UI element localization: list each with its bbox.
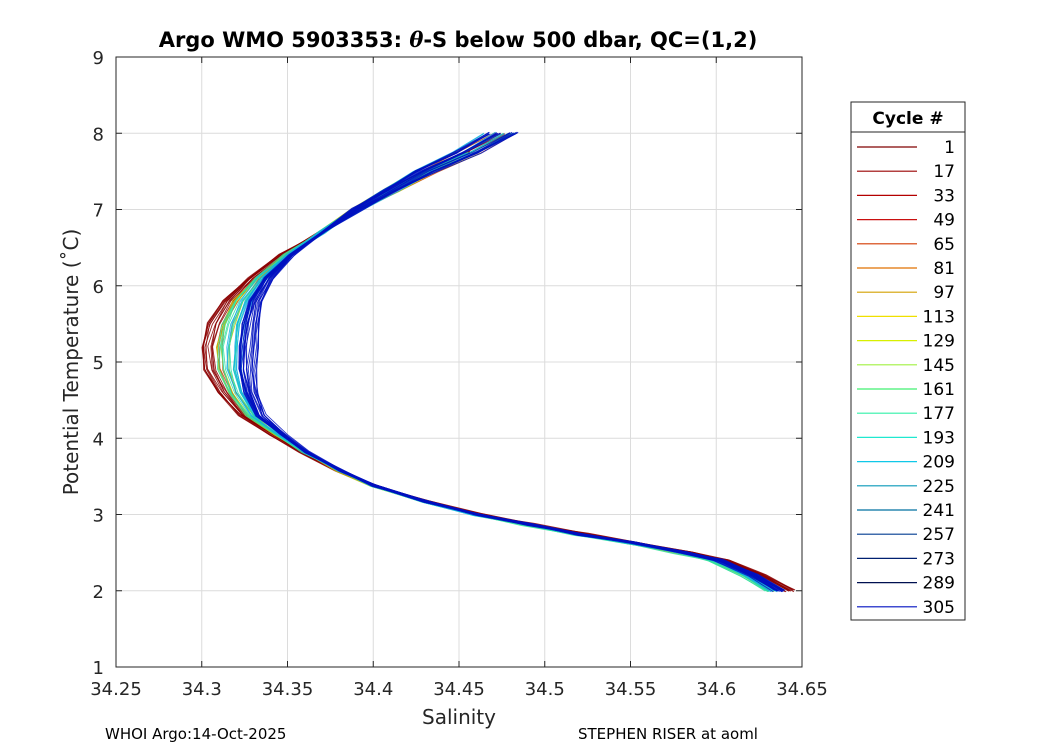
y-axis-label: Potential Temperature (˚C) bbox=[59, 229, 83, 496]
x-axis-label: Salinity bbox=[422, 705, 496, 729]
chart-title-theta: θ bbox=[409, 27, 423, 52]
x-tick-label: 34.25 bbox=[90, 679, 142, 700]
footer-left: WHOI Argo:14-Oct-2025 bbox=[105, 725, 287, 743]
x-tick-label: 34.5 bbox=[525, 679, 565, 700]
legend-entry-label: 273 bbox=[923, 549, 955, 569]
profile-line bbox=[221, 132, 776, 591]
x-tick-label: 34.35 bbox=[262, 679, 314, 700]
profile-line bbox=[239, 151, 780, 592]
profile-line bbox=[238, 133, 785, 591]
profile-line bbox=[229, 151, 768, 592]
legend-entry-label: 177 bbox=[923, 404, 955, 424]
legend-entry-label: 161 bbox=[923, 380, 955, 400]
x-tick-label: 34.6 bbox=[696, 679, 736, 700]
legend-entry-label: 113 bbox=[923, 307, 955, 327]
legend-entry-label: 257 bbox=[923, 525, 955, 545]
chart-title: Argo WMO 5903353: θ-S below 500 dbar, QC… bbox=[159, 27, 758, 52]
profile-lines bbox=[201, 131, 796, 593]
legend-entry-label: 209 bbox=[923, 453, 955, 473]
profile-line bbox=[203, 151, 789, 592]
legend-entry-label: 33 bbox=[933, 186, 955, 206]
profile-line bbox=[216, 152, 769, 592]
profile-line bbox=[218, 151, 776, 592]
legend-entry-label: 145 bbox=[923, 356, 955, 376]
legend-entry-label: 65 bbox=[933, 235, 955, 255]
legend-entry-label: 289 bbox=[923, 574, 955, 594]
chart-title-part-1: Argo WMO 5903353: bbox=[159, 28, 410, 52]
profile-line bbox=[245, 132, 785, 591]
profile-line bbox=[212, 150, 789, 591]
y-tick-label: 8 bbox=[93, 124, 104, 145]
profile-line bbox=[249, 152, 782, 591]
x-tick-label: 34.4 bbox=[353, 679, 393, 700]
profile-line bbox=[217, 151, 769, 591]
x-tick-label: 34.3 bbox=[182, 679, 222, 700]
legend-entry-label: 193 bbox=[923, 428, 955, 448]
legend-entry-label: 129 bbox=[923, 332, 955, 352]
x-tick-label: 34.45 bbox=[433, 679, 485, 700]
legend-entry-label: 305 bbox=[923, 598, 955, 618]
profile-line bbox=[228, 151, 774, 591]
legend-title: Cycle # bbox=[872, 109, 943, 129]
legend: Cycle # 1 17 33 49 65 81 97 113 129 145 161 177 193 2… bbox=[850, 101, 966, 621]
footer-right: STEPHEN RISER at aoml bbox=[578, 725, 758, 743]
legend-entry-label: 81 bbox=[933, 259, 955, 279]
y-tick-label: 4 bbox=[93, 429, 104, 450]
profile-line bbox=[220, 133, 775, 593]
legend-entry-label: 17 bbox=[933, 162, 955, 182]
profile-line bbox=[243, 152, 779, 592]
y-tick-label: 9 bbox=[93, 48, 104, 69]
y-tick-label: 7 bbox=[93, 201, 104, 222]
y-tick-label: 2 bbox=[93, 582, 104, 603]
profile-line bbox=[233, 152, 769, 593]
profile-line bbox=[211, 151, 795, 591]
x-tick-label: 34.65 bbox=[776, 679, 828, 700]
profile-line bbox=[202, 152, 790, 592]
y-tick-label: 1 bbox=[93, 658, 104, 679]
profile-line bbox=[211, 152, 791, 592]
legend-entry-label: 225 bbox=[923, 477, 955, 497]
chart-title-part-2: -S below 500 dbar, QC=(1,2) bbox=[423, 28, 757, 52]
legend-entry-label: 241 bbox=[923, 501, 955, 521]
profile-line bbox=[234, 152, 778, 593]
y-tick-label: 3 bbox=[93, 506, 104, 527]
profile-line bbox=[221, 152, 766, 592]
profile-line bbox=[245, 151, 783, 591]
legend-entry-label: 49 bbox=[933, 211, 955, 231]
profile-line bbox=[202, 133, 791, 592]
legend-entry-label: 97 bbox=[933, 283, 955, 303]
profile-line bbox=[233, 133, 774, 592]
profile-line bbox=[234, 151, 775, 592]
y-tick-label: 6 bbox=[93, 277, 104, 298]
legend-entry-label: 1 bbox=[944, 138, 955, 158]
y-tick-label: 5 bbox=[93, 353, 104, 374]
ticks: 34.25 34.3 34.35 34.4 34.45 34.5 34.55 34.6 34.6… bbox=[90, 48, 828, 700]
x-tick-label: 34.55 bbox=[605, 679, 657, 700]
